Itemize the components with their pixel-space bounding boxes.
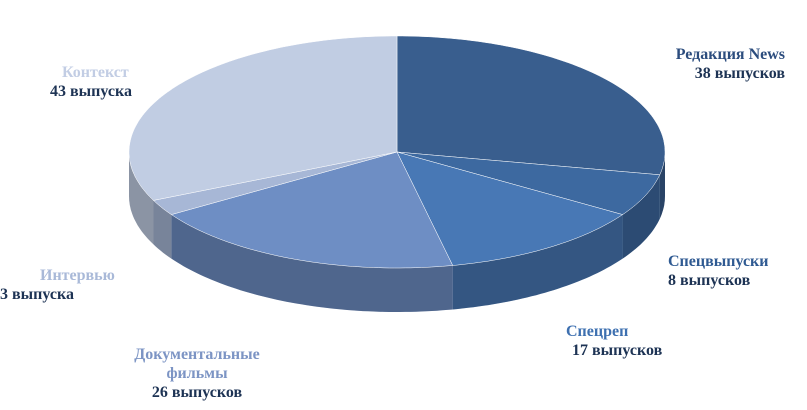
category-name: Контекст [62,64,129,81]
slice-label: Контекст 43 выпуска [50,63,132,101]
value-label: 17 выпусков [572,342,663,359]
slice-side-shade [659,152,665,219]
slice-side-shade [129,152,154,245]
category-name: Спецреп [566,323,629,340]
slice [152,151,398,215]
value-label: 8 выпусков [668,272,751,289]
slice-side [153,200,172,259]
slice-label: Спецреп 17 выпусков [566,322,662,360]
slice-side [452,214,623,310]
slice-label: Спецвыпуски 8 выпусков [668,252,769,290]
value-label: 26 выпусков [151,384,243,401]
slice-side-shade [153,200,172,259]
value-label: 43 выпуска [50,83,132,100]
category-name: Интервью [40,267,115,284]
slice-side-shade [452,214,623,310]
slice-side-shade [171,214,453,312]
category-name: Документальные фильмы [134,346,260,382]
slice [170,151,454,269]
value-label: 3 выпуска [0,286,74,303]
slice [396,151,661,215]
slice-label: Документальные фильмы 26 выпусков [112,345,282,402]
slice-side [659,152,665,219]
slice [396,35,666,176]
slice-side [129,152,154,245]
category-name: Редакция News [675,46,785,63]
slice-label: Редакция News 38 выпусков [676,45,785,83]
slice-side-shade [622,174,660,259]
slice-label: Интервью 3 выпуска [0,266,115,304]
value-label: 38 выпусков [694,65,785,82]
category-name: Спецвыпуски [668,253,769,270]
slice [128,35,398,201]
slice [396,151,624,266]
slice-side [622,174,660,259]
slice-side [171,214,453,312]
